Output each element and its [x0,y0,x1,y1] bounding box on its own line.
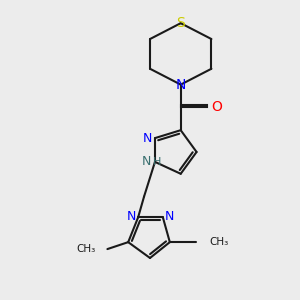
Text: CH₃: CH₃ [76,244,95,254]
Text: CH₃: CH₃ [209,237,229,247]
Text: N: N [142,132,152,145]
Text: N: N [141,155,151,168]
Text: N: N [176,78,186,92]
Text: O: O [211,100,222,114]
Text: N: N [127,210,136,223]
Text: N: N [165,210,175,223]
Text: S: S [176,16,185,30]
Text: H: H [153,157,161,167]
